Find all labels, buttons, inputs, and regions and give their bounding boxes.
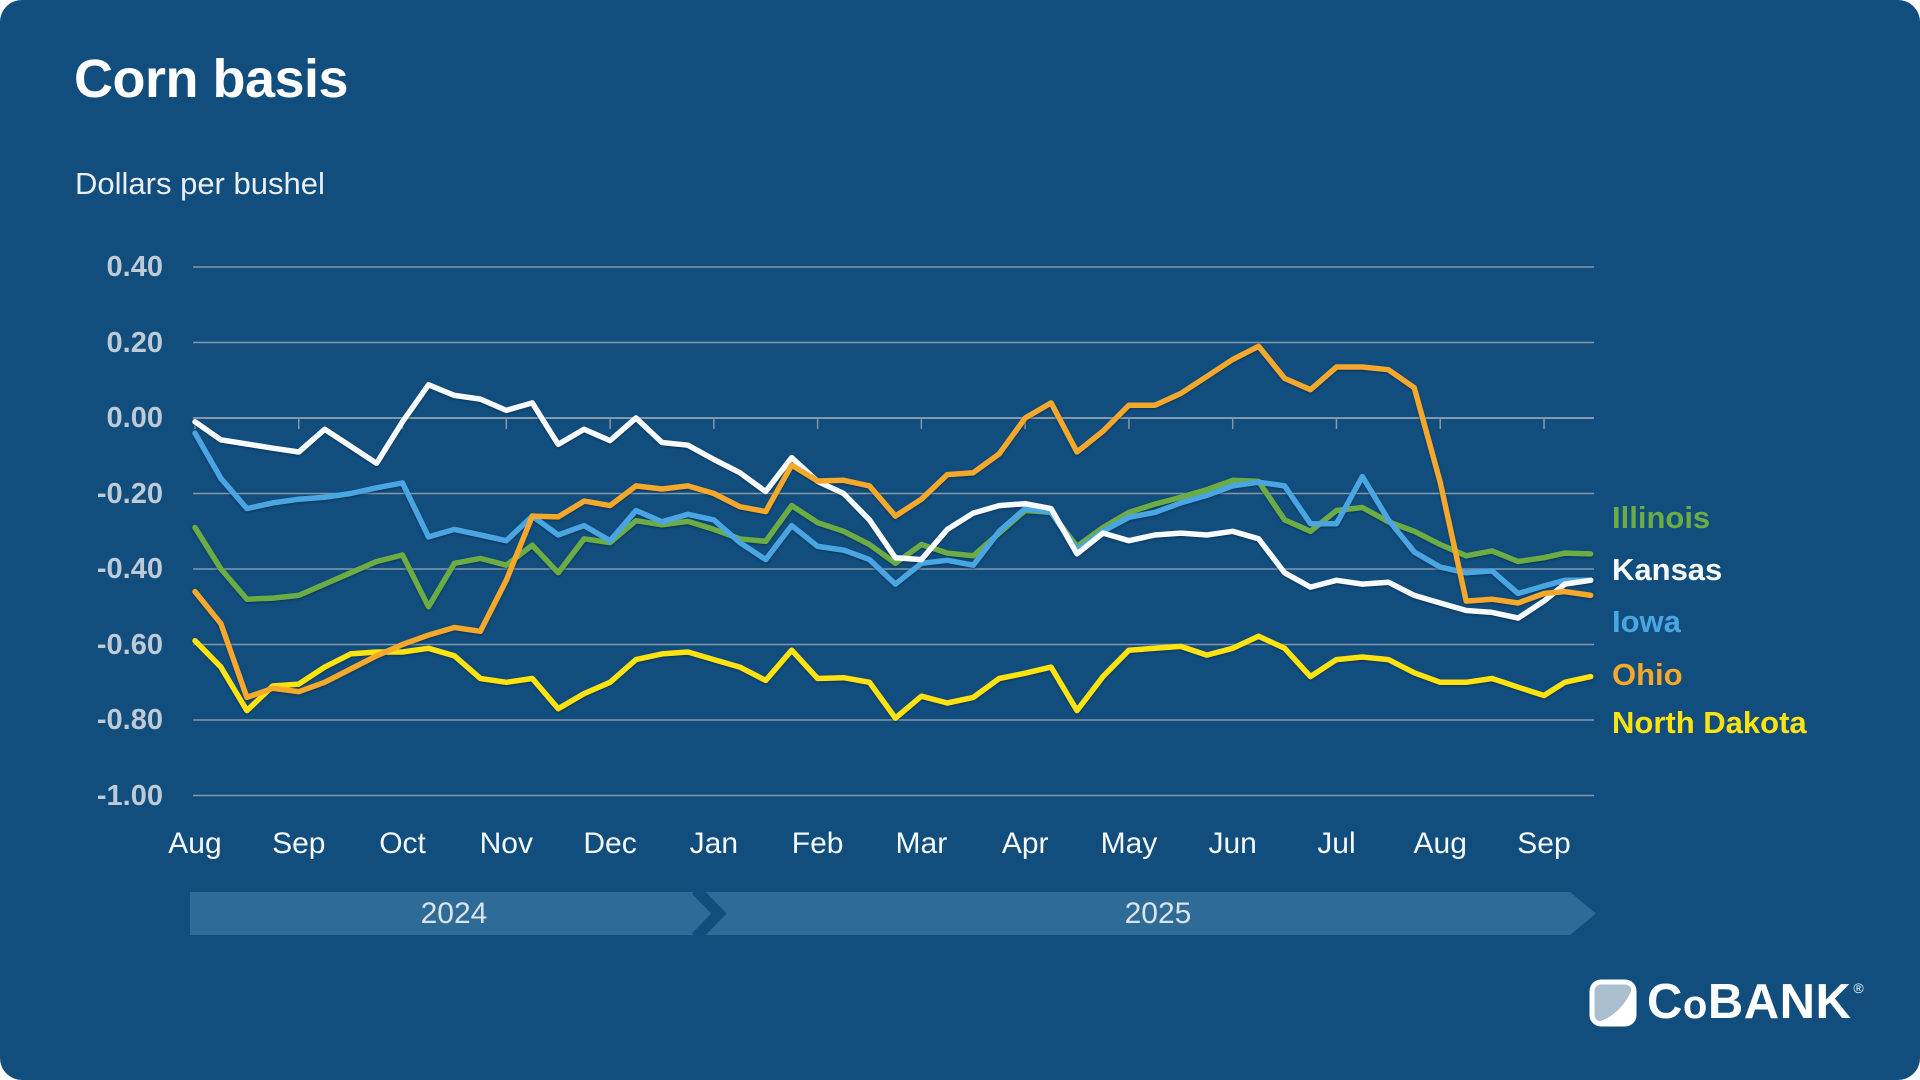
y-tick-label--0.40: -0.40 [96,553,163,585]
x-tick-label-Sep-1: Sep [272,827,326,860]
y-tick-label--1.00: -1.00 [96,779,163,812]
gridlines [193,266,1594,797]
y-tick-label--0.80: -0.80 [96,704,163,736]
timeline-chevron-icon [692,886,727,941]
x-tick-label-Jun-10: Jun [1208,827,1257,860]
legend-item-illinois: Illinois [1612,500,1711,535]
x-tick-label-Aug-12: Aug [1413,827,1467,860]
logo-letter-o: o [1682,983,1708,1027]
y-tick-label--0.20: -0.20 [96,477,163,510]
y-tick-label-0.20: 0.20 [106,326,163,359]
x-tick-label-Apr-8: Apr [1001,827,1049,860]
series-line-kansas [192,382,1594,621]
x-tick-label-Dec-4: Dec [583,827,637,860]
cobank-logo-icon [1589,979,1637,1027]
registered-trademark-icon: ® [1853,980,1864,996]
x-tick-label-Nov-3: Nov [479,827,533,860]
legend-item-north-dakota: North Dakota [1612,705,1807,740]
timeline-bar [190,886,1596,941]
timeline-year-2025: 2025 [1124,897,1192,930]
logo-letters-bank: BANK [1707,975,1852,1029]
x-tick-label-Sep-13: Sep [1517,827,1571,860]
x-tick-label-Feb-6: Feb [791,827,844,860]
x-tick-label-Mar-7: Mar [895,827,948,860]
series-line-north-dakota [192,633,1594,721]
axis-units-label: Dollars per bushel [75,166,325,201]
x-tick-label-Oct-2: Oct [379,827,426,860]
timeline-bar-shape [190,892,1596,935]
x-tick-label-May-9: May [1100,827,1158,860]
x-tick-label-Aug-0: Aug [168,827,222,860]
y-tick-label-0.00: 0.00 [106,402,163,434]
x-tick-label-Jul-11: Jul [1317,827,1356,860]
x-tick-label-Jan-5: Jan [689,827,739,860]
y-tick-label--0.60: -0.60 [96,628,163,661]
y-tick-label-0.40: 0.40 [106,251,163,283]
legend-item-kansas: Kansas [1612,552,1723,587]
series-lines [192,343,1594,721]
page-title: Corn basis [74,49,349,109]
logo-letter-c: C [1647,975,1683,1029]
legend-item-ohio: Ohio [1612,657,1683,692]
legend-item-iowa: Iowa [1612,604,1681,639]
timeline-year-2024: 2024 [420,897,488,930]
series-line-ohio [192,343,1594,701]
series-line-illinois [192,477,1594,610]
series-line-iowa [192,430,1594,597]
